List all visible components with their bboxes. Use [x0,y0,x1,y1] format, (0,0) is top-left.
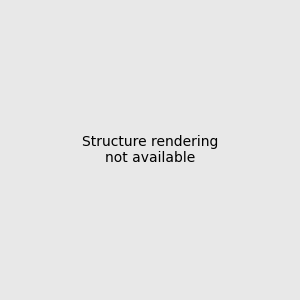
Text: Structure rendering
not available: Structure rendering not available [82,135,218,165]
